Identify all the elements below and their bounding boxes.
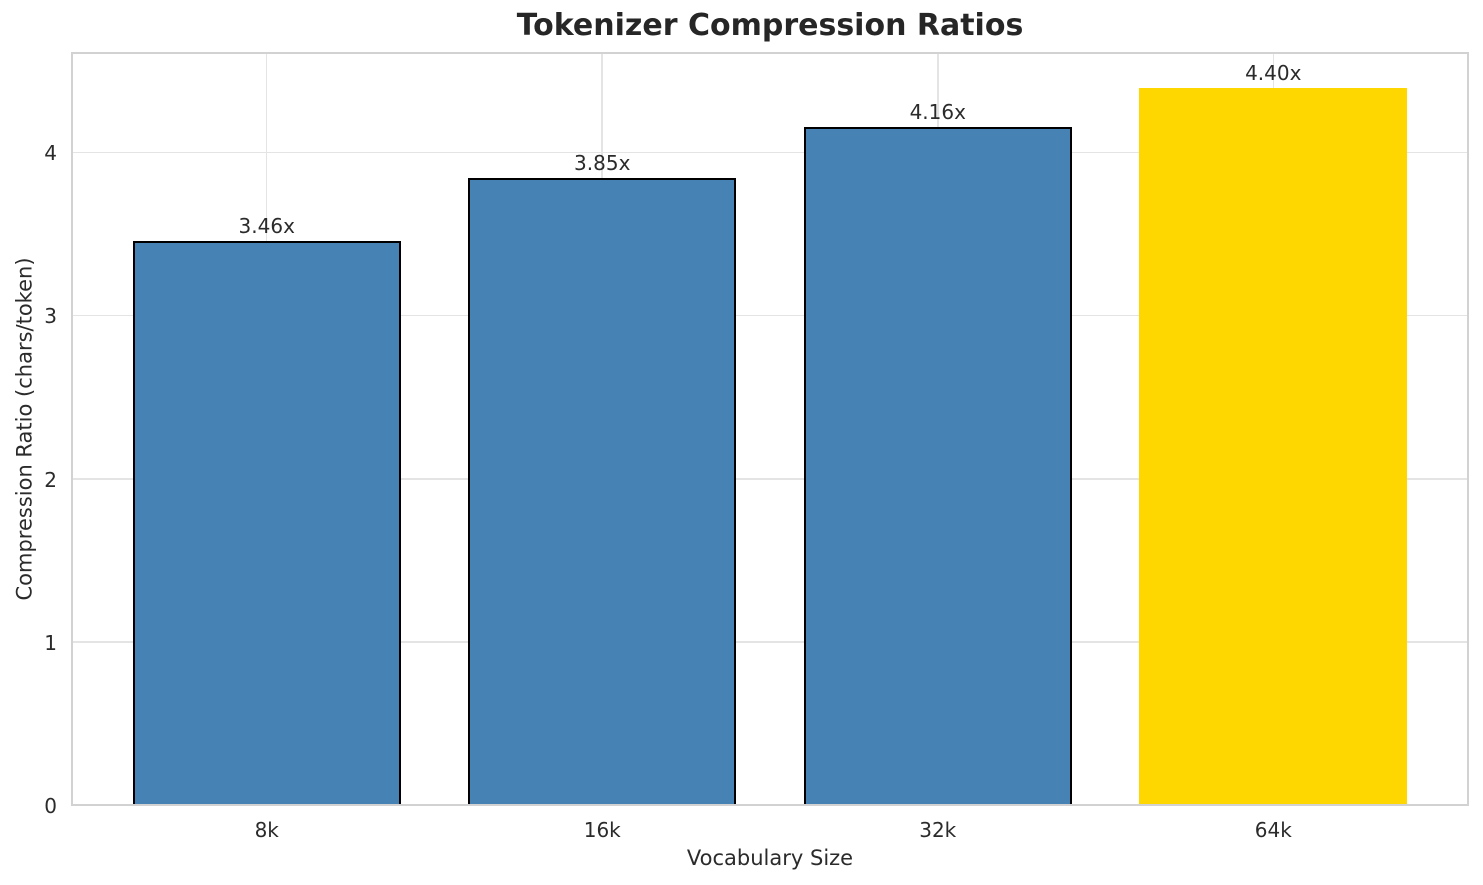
horizontal-gridline [71,151,1469,154]
bar-value-label: 3.46x [238,214,295,239]
bar-32k [803,127,1072,806]
x-axis-label: Vocabulary Size [686,846,854,870]
plot-area: 0 1 2 3 4 3.46x 8k 3.85x 16k 4.16x 32k 4.40x 64k [44,52,1469,840]
y-tick-label: 4 [44,141,57,166]
y-tick-label: 2 [44,467,57,492]
x-tick-label: 32k [919,818,957,842]
bar-value-label: 4.16x [909,100,966,125]
y-tick-label: 1 [44,630,57,655]
x-tick-label: 8k [254,818,279,842]
bar-value-label: 3.85x [574,150,631,175]
y-axis-label: Compression Ratio (chars/token) [12,257,37,601]
horizontal-gridline [71,478,1469,480]
bar-16k [468,177,737,806]
y-tick-label: 0 [44,794,57,818]
x-tick-label: 64k [1254,818,1292,842]
bar-8k [132,241,401,806]
y-tick-label: 3 [44,304,57,329]
bar-value-label: 4.40x [1245,60,1302,85]
bar-64k [1139,87,1408,806]
x-tick-label: 16k [583,818,621,842]
chart-title: Tokenizer Compression Ratios [516,8,1024,43]
horizontal-gridline [71,314,1469,317]
horizontal-gridline [71,641,1469,643]
